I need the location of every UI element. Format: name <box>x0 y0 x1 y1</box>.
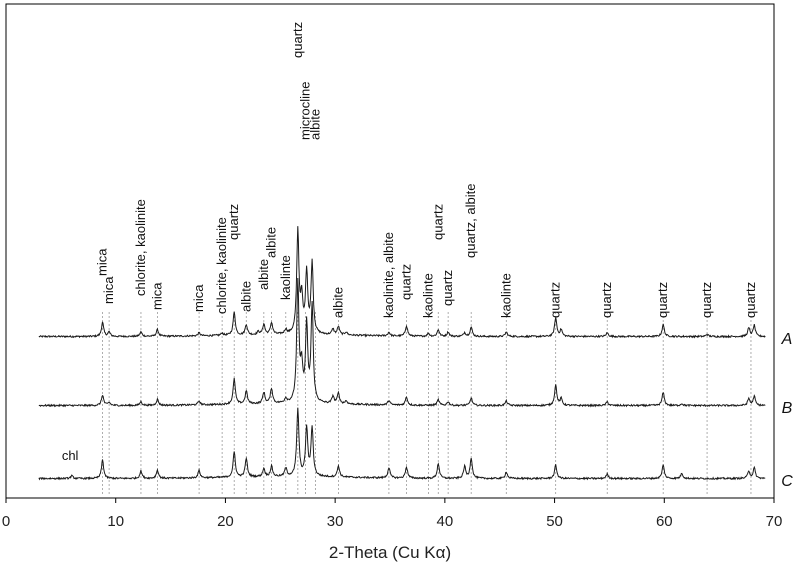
peak-label: kaolinite, albite <box>381 232 396 318</box>
peak-label-chl: chl <box>62 448 79 463</box>
x-axis-title: 2-Theta (Cu Kα) <box>329 543 451 562</box>
x-tick-label: 60 <box>656 513 673 530</box>
peak-label: quartz <box>399 264 414 300</box>
x-tick-label: 50 <box>546 513 563 530</box>
series-A-line <box>38 226 766 339</box>
peak-label: mica <box>95 248 110 276</box>
peak-label: quartz <box>548 282 563 318</box>
series-B-label: B <box>782 400 793 417</box>
peak-label: mica <box>149 282 164 310</box>
peak-label: kaolinte <box>278 255 293 300</box>
series-C-label: C <box>781 473 793 490</box>
peak-label: albite <box>330 287 345 318</box>
peak-label: quartz <box>599 282 614 318</box>
peak-label: quartz <box>699 282 714 318</box>
peak-label: quartz <box>290 22 305 58</box>
x-tick-label: 0 <box>2 513 10 530</box>
sample-labels: A B C <box>781 331 794 490</box>
peak-label: albite <box>256 259 271 290</box>
x-tick-label: 70 <box>766 513 783 530</box>
x-tick-label: 10 <box>107 513 124 530</box>
peak-label: quartz <box>226 204 241 240</box>
peak-label: kaolinte <box>420 273 435 318</box>
series-A-label: A <box>781 331 793 348</box>
x-tick-label: 40 <box>437 513 454 530</box>
peak-label: quartz <box>430 204 445 240</box>
x-tick-label: 20 <box>217 513 234 530</box>
peak-label: chlorite, kaolinite <box>214 217 229 314</box>
x-tick-label: 30 <box>327 513 344 530</box>
peak-label: quartz <box>743 282 758 318</box>
series-B-line <box>38 277 766 408</box>
peak-label: albite <box>238 281 253 312</box>
peak-label: mica <box>191 284 206 312</box>
peak-label: microcline <box>298 81 313 140</box>
series-C-line <box>38 407 766 481</box>
peak-label: quartz <box>655 282 670 318</box>
peak-label: chlorite, kaolinite <box>133 199 148 296</box>
peak-label: quartz <box>440 270 455 306</box>
plot-frame <box>5 3 775 499</box>
x-axis: 0 10 20 30 40 50 60 70 <box>2 498 783 530</box>
peak-label: albite <box>264 227 279 258</box>
peak-label: albite <box>307 109 322 140</box>
series-layer <box>38 226 766 481</box>
peak-label: mica <box>101 276 116 304</box>
peak-label: quartz, albite <box>463 184 478 258</box>
peak-label: kaolinte <box>498 273 513 318</box>
